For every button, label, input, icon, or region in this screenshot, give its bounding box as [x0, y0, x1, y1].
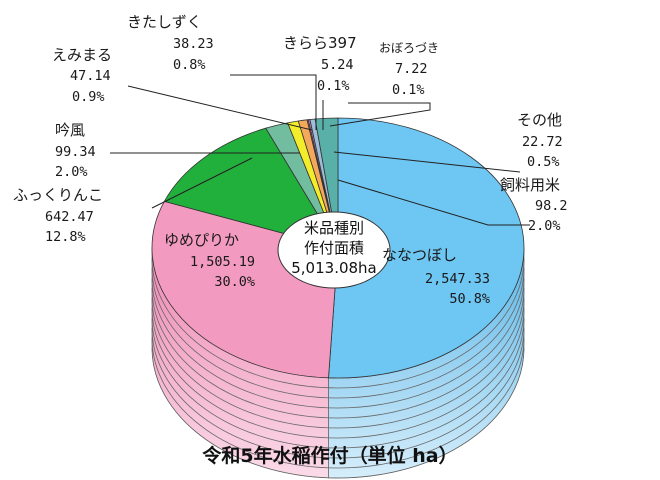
pie-side-walls: [151, 247, 525, 479]
slice-label-value: 1,505.19: [190, 254, 255, 270]
center-label-line-2: 作付面積: [304, 239, 364, 257]
chart-title: 令和5年水稲作付（単位 ha）: [202, 444, 457, 467]
slice-label-name: えみまる: [52, 46, 112, 64]
slice-label-percent: 0.8%: [173, 57, 206, 73]
pie-slice-1: [328, 117, 525, 379]
slice-label-percent: 2.0%: [528, 218, 561, 234]
leader-shiryoyo: [337, 179, 530, 226]
pie-rim-line: [151, 257, 525, 389]
slice-label-value: 98.2: [535, 198, 568, 214]
slice-label-value: 7.22: [395, 61, 428, 77]
pie-rim-line: [151, 297, 525, 429]
leader-oborozuki: [329, 102, 431, 127]
leader-sonota: [333, 151, 521, 173]
pie-rim-line: [151, 267, 525, 399]
slice-label-name: おぼろづき: [379, 41, 439, 55]
slice-label-percent: 0.1%: [392, 82, 425, 98]
slice-label-value: 2,547.33: [425, 271, 490, 287]
slice-label-name: その他: [517, 111, 562, 129]
slice-label-percent: 30.0%: [214, 274, 255, 290]
slice-label-value: 99.34: [55, 144, 96, 160]
pie-rim-line: [151, 347, 525, 479]
slice-label-value: 22.72: [522, 134, 563, 150]
slice-label-value: 642.47: [45, 209, 94, 225]
slice-label-name: きたしずく: [127, 13, 202, 31]
slice-label-percent: 12.8%: [45, 229, 86, 245]
slice-label-percent: 2.0%: [55, 164, 88, 180]
pie-rim-line: [151, 307, 525, 439]
center-label-line-3: 5,013.08ha: [291, 259, 377, 277]
leader-kitashizuku: [230, 74, 317, 130]
slice-label-name: 飼料用米: [500, 176, 560, 194]
leader-fukkurinko: [151, 157, 253, 209]
slice-label-name: きらら397: [283, 34, 357, 52]
pie-rim-line: [151, 287, 525, 419]
slice-label-name: ななつぼし: [382, 246, 457, 264]
pie-rim-line: [151, 277, 525, 409]
center-oval: [277, 211, 391, 289]
pie-rim-line: [151, 317, 525, 449]
slice-label-percent: 0.1%: [317, 78, 350, 94]
center-label-line-1: 米品種別: [304, 219, 364, 237]
pie-rim-line: [151, 327, 525, 459]
pie-rim-line: [151, 337, 525, 469]
slice-label-percent: 50.8%: [449, 291, 490, 307]
slice-label-percent: 0.5%: [527, 154, 560, 170]
leader-lines: [110, 74, 530, 226]
pie-slice-3: [163, 127, 339, 249]
leader-emimaru: [127, 85, 313, 131]
slice-labels: ななつぼし 2,547.33 50.8% ゆめぴりか 1,505.19 30.0…: [13, 13, 568, 307]
slice-label-value: 5.24: [321, 57, 354, 73]
slice-label-percent: 0.9%: [72, 89, 105, 105]
slice-label-name: ふっくりんこ: [13, 186, 103, 204]
slice-label-name: 吟風: [55, 121, 85, 139]
slice-label-value: 47.14: [70, 68, 111, 84]
slice-label-value: 38.23: [173, 36, 214, 52]
slice-label-name: ゆめぴりか: [164, 231, 239, 249]
